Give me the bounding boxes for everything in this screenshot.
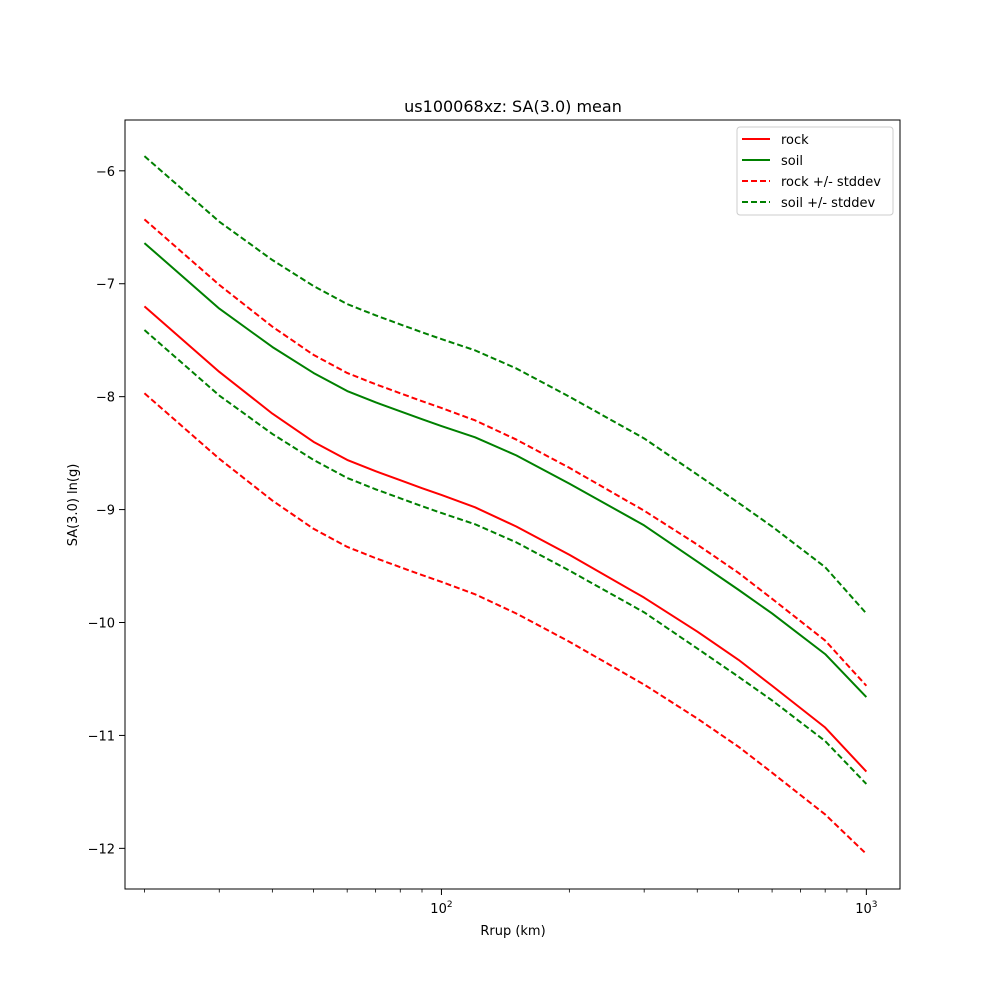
x-axis-ticks: 102 103 (144, 889, 877, 917)
series-line-1 (143, 305, 868, 773)
y-tick-label: −11 (88, 729, 115, 744)
series-line-6 (143, 329, 868, 785)
axes-border (124, 119, 901, 890)
legend-label: soil +/- stddev (781, 196, 876, 211)
axes-frame (124, 119, 901, 890)
y-tick-label: −7 (96, 278, 115, 293)
y-tick-label: −6 (96, 165, 115, 180)
plot-area (143, 155, 868, 855)
x-tick-label: 103 (855, 900, 877, 917)
y-tick-label: −10 (88, 617, 115, 632)
x-axis-label: Rrup (km) (480, 924, 545, 939)
y-tick-label: −8 (96, 391, 115, 406)
series-line-5 (143, 155, 868, 615)
y-axis-label: SA(3.0) ln(g) (66, 464, 81, 547)
chart-title: us100068xz: SA(3.0) mean (404, 97, 622, 116)
y-tick-label: −9 (96, 504, 115, 519)
legend-label: soil (781, 154, 803, 169)
series-line-4 (143, 392, 868, 855)
x-tick-label: 102 (430, 900, 452, 917)
legend-box (736, 126, 894, 216)
legend: rock soil rock +/- stddev soil +/- stddev (736, 126, 894, 216)
series-line-2 (143, 242, 868, 698)
y-tick-label: −12 (88, 842, 115, 857)
y-axis-ticks: −6 −7 −8 −9 −10 −11 −12 (88, 165, 125, 857)
legend-label: rock (781, 133, 809, 148)
legend-label: rock +/- stddev (781, 175, 881, 190)
series-line-3 (143, 218, 868, 687)
